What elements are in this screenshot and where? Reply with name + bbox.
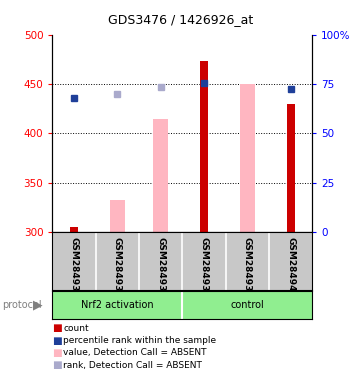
Bar [110,200,125,232]
Text: value, Detection Call = ABSENT: value, Detection Call = ABSENT [63,348,207,358]
Text: GSM284939: GSM284939 [243,237,252,298]
Bar [70,227,78,232]
Text: GSM284938: GSM284938 [200,237,208,298]
Text: protocol: protocol [2,300,42,310]
Text: GSM284935: GSM284935 [70,237,78,298]
Text: GSM284940: GSM284940 [286,237,295,298]
Text: ▶: ▶ [33,299,43,311]
Text: count: count [63,324,89,333]
Text: ■: ■ [52,360,62,370]
Text: GDS3476 / 1426926_at: GDS3476 / 1426926_at [108,13,253,26]
Text: percentile rank within the sample: percentile rank within the sample [63,336,216,345]
Bar [240,84,255,232]
Text: rank, Detection Call = ABSENT: rank, Detection Call = ABSENT [63,361,202,370]
Text: GSM284937: GSM284937 [156,237,165,298]
Text: GSM284936: GSM284936 [113,237,122,298]
Text: Nrf2 activation: Nrf2 activation [81,300,154,310]
Bar [200,61,208,232]
Text: control: control [230,300,264,310]
Bar [153,119,168,232]
Text: ■: ■ [52,336,62,346]
Text: ■: ■ [52,323,62,333]
Text: ■: ■ [52,348,62,358]
Bar [287,104,295,232]
